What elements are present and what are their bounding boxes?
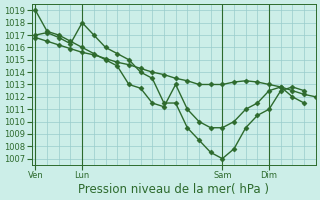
X-axis label: Pression niveau de la mer( hPa ): Pression niveau de la mer( hPa ) [78, 183, 269, 196]
